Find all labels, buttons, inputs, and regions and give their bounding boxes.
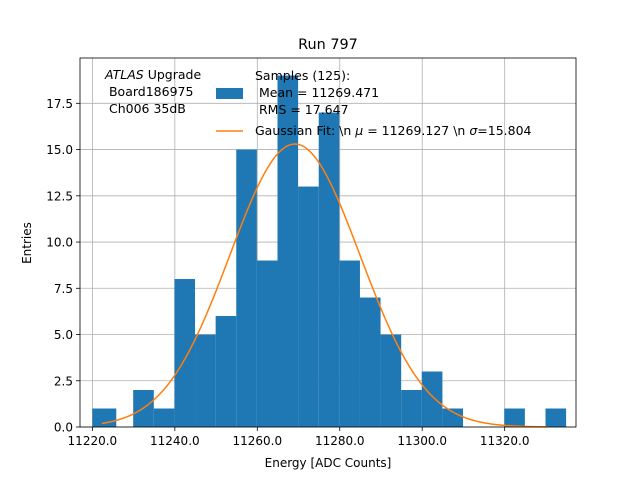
- annotation-upgrade: Upgrade: [144, 67, 202, 82]
- histogram-bars: [92, 75, 567, 428]
- y-tick-label: 5.0: [54, 328, 73, 342]
- y-axis-ticks: 0.0 2.5 5.0 7.5 10.0 12.5 15.0 17.5: [46, 97, 80, 435]
- histogram-bar: [401, 390, 422, 427]
- legend-samples-line-1: Samples (125):: [255, 68, 350, 83]
- legend-fit-suffix: =15.804: [477, 123, 531, 138]
- legend: Samples (125): Mean = 11269.471 RMS = 17…: [216, 68, 532, 138]
- x-tick-label: 11240.0: [150, 434, 200, 448]
- histogram-bar: [92, 408, 117, 427]
- legend-sigma-symbol: σ: [469, 123, 478, 138]
- x-tick-label: 11220.0: [68, 434, 118, 448]
- x-axis-label: Energy [ADC Counts]: [265, 456, 392, 470]
- histogram-bar: [545, 408, 567, 427]
- y-tick-label: 0.0: [54, 421, 73, 435]
- plot-frame: [79, 57, 577, 428]
- annotation-line-2: Board186975: [105, 84, 193, 99]
- legend-samples-line-3: RMS = 17.647: [255, 102, 349, 117]
- histogram-bar: [421, 371, 443, 427]
- y-tick-label: 2.5: [54, 374, 73, 388]
- x-tick-label: 11320.0: [480, 434, 530, 448]
- legend-fit-prefix: Gaussian Fit: \n: [255, 123, 355, 138]
- histogram-bar: [442, 408, 464, 427]
- histogram-bar: [298, 186, 319, 427]
- gaussian-fit-curve: [101, 143, 548, 428]
- chart-title: Run 797: [298, 37, 358, 53]
- histogram-bar: [215, 316, 237, 427]
- histogram-bar: [359, 297, 381, 427]
- y-axis-label: Entries: [20, 222, 34, 264]
- x-tick-label: 11280.0: [315, 434, 365, 448]
- histogram-bar: [380, 334, 402, 427]
- legend-samples-swatch: [216, 88, 243, 99]
- annotation-line-1: ATLAS Upgrade: [104, 67, 201, 82]
- y-tick-label: 12.5: [46, 189, 73, 203]
- histogram-bar: [339, 260, 360, 427]
- legend-fit-mid: = 11269.127 \n: [363, 123, 469, 138]
- histogram-bar: [277, 75, 299, 428]
- histogram-bar: [318, 112, 340, 428]
- y-tick-label: 7.5: [54, 282, 73, 296]
- legend-samples-line-2: Mean = 11269.471: [255, 85, 379, 100]
- y-tick-label: 17.5: [46, 97, 73, 111]
- y-tick-label: 15.0: [46, 143, 73, 157]
- legend-fit-label: Gaussian Fit: \n μ = 11269.127 \n σ=15.8…: [255, 123, 532, 138]
- histogram-bar: [504, 408, 525, 427]
- histogram-bar: [256, 260, 278, 427]
- histogram-bar: [195, 334, 216, 427]
- x-axis-ticks: 11220.0 11240.0 11260.0 11280.0 11300.0 11320…: [68, 427, 530, 448]
- x-tick-label: 11260.0: [232, 434, 282, 448]
- y-tick-label: 10.0: [46, 236, 73, 250]
- atlas-annotation: ATLAS Upgrade Board186975 Ch006 35dB: [104, 67, 201, 116]
- annotation-line-3: Ch006 35dB: [105, 101, 186, 116]
- histogram-bar: [236, 149, 257, 427]
- legend-mu-symbol: μ: [354, 123, 363, 138]
- histogram-bar: [174, 279, 196, 427]
- annotation-atlas: ATLAS: [104, 67, 144, 82]
- histogram-bar: [153, 408, 175, 427]
- x-tick-label: 11300.0: [397, 434, 447, 448]
